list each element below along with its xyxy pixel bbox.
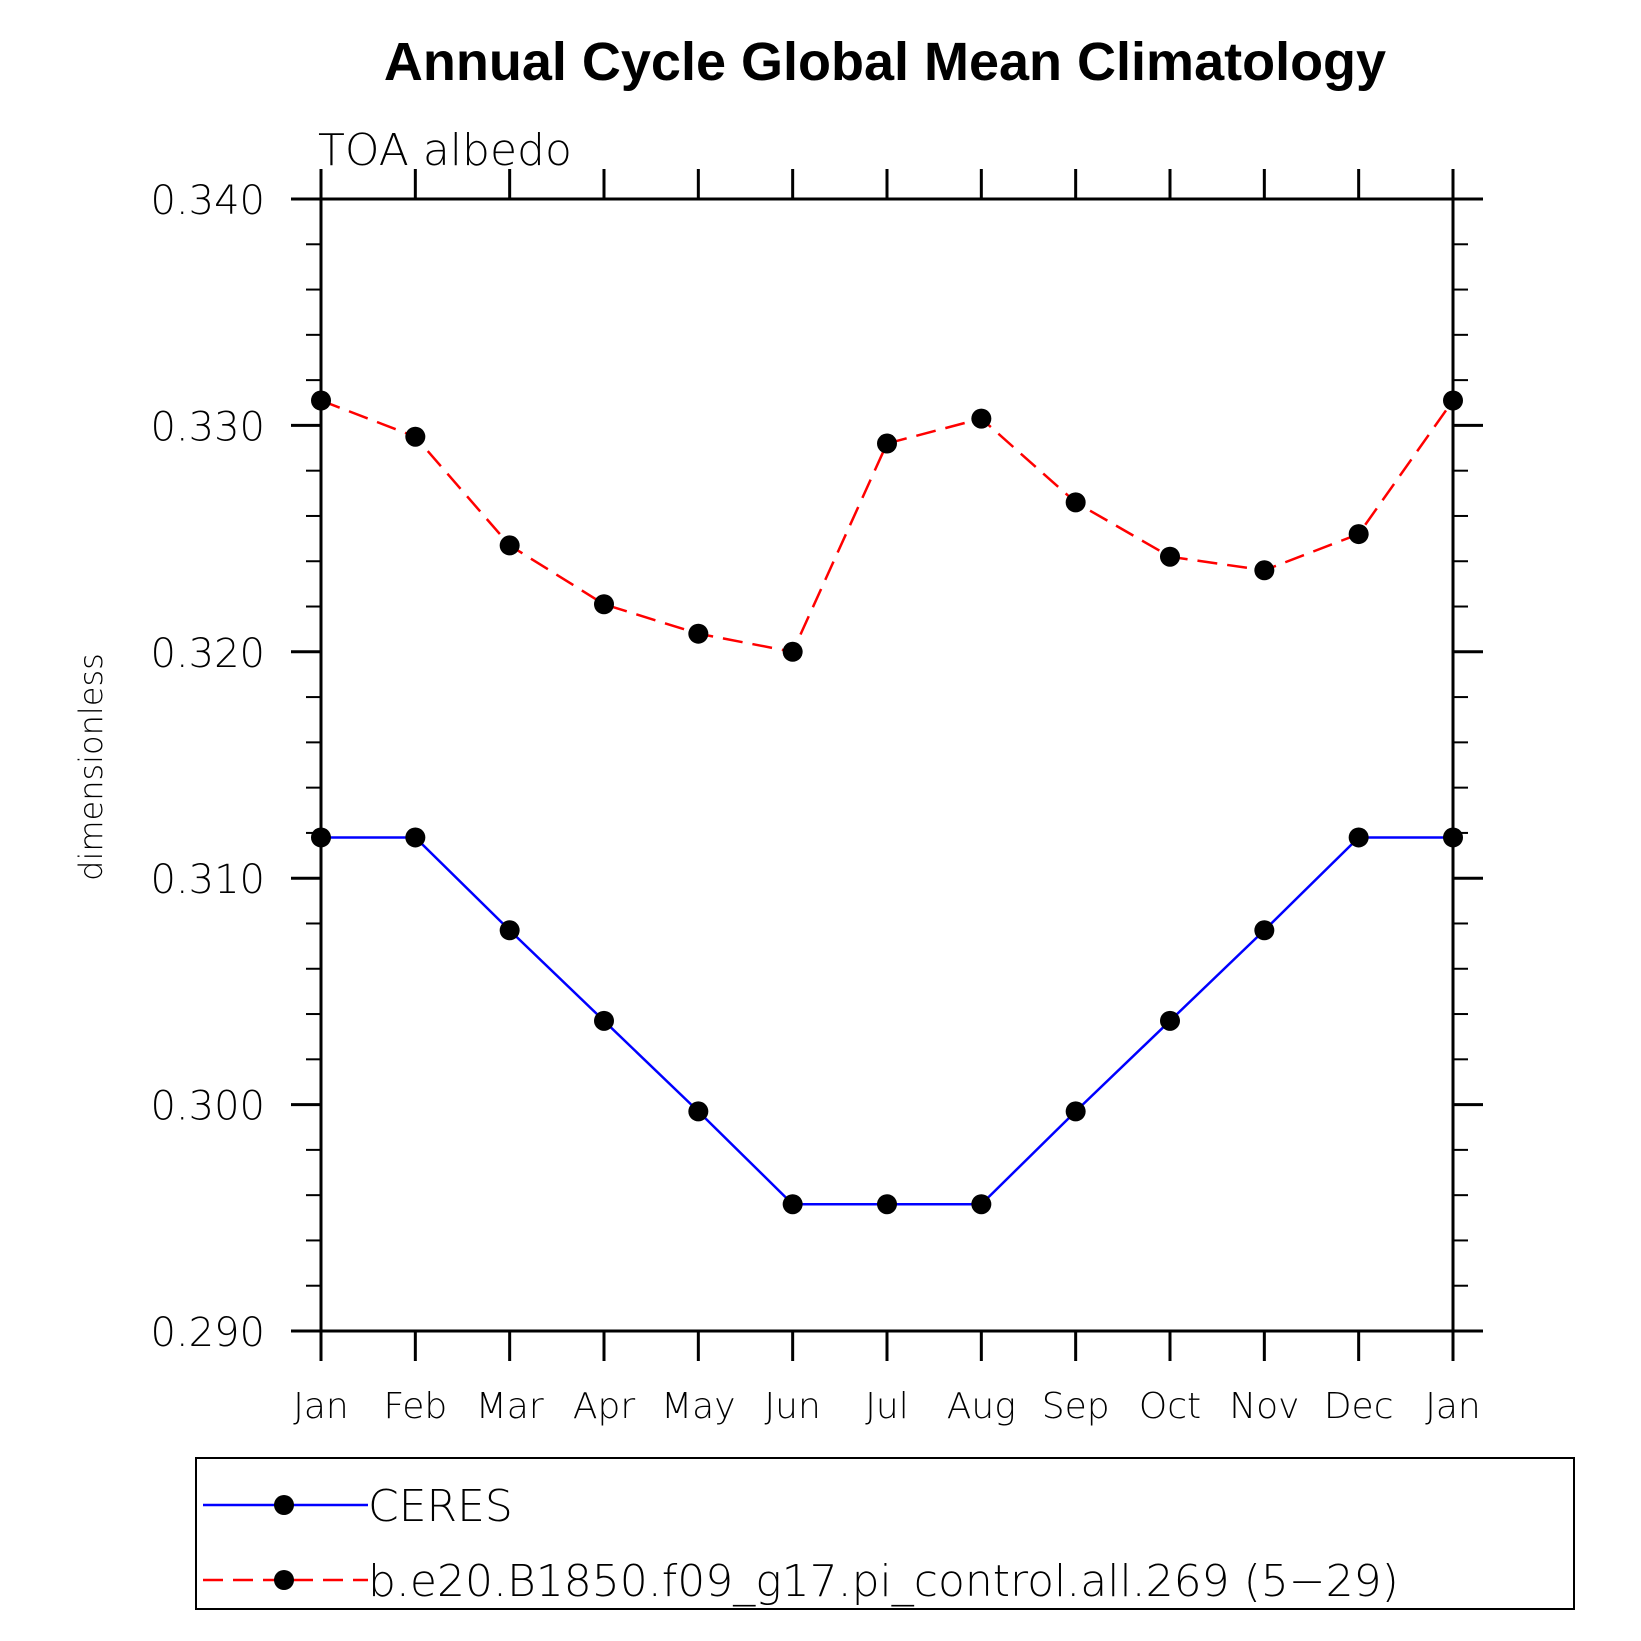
series-1-point <box>405 426 426 447</box>
plot-frame <box>319 197 1455 1333</box>
x-tick-label: Mar <box>476 1386 544 1427</box>
chart-subtitle: TOA albedo <box>318 125 572 176</box>
series-1-point <box>1160 546 1180 567</box>
chart-title: Annual Cycle Global Mean Climatology <box>384 32 1386 92</box>
legend: CERES b.e20.B1850.f09_g17.pi_control.all.… <box>195 1457 1575 1610</box>
series-0-point <box>1160 1010 1180 1031</box>
y-axis-label: dimensionless <box>72 653 110 881</box>
x-tick-label: Jul <box>865 1386 908 1427</box>
series-1-point <box>971 408 992 429</box>
series-0-point <box>499 920 520 941</box>
series-0-point <box>594 1010 614 1031</box>
y-tick-label: 0.310 <box>150 857 265 903</box>
y-tick-label: 0.300 <box>150 1084 265 1130</box>
series-0-point <box>877 1194 897 1215</box>
series-1-point <box>1065 492 1086 513</box>
x-tick-label: Jun <box>765 1386 821 1427</box>
y-tick-label: 0.320 <box>150 631 265 677</box>
x-tick-label: Jan <box>1425 1386 1481 1427</box>
series-1-point <box>311 390 331 411</box>
series-0-point <box>405 827 426 848</box>
x-tick-label: Dec <box>1324 1386 1394 1427</box>
series-0-point <box>688 1101 709 1122</box>
x-tick-label: Feb <box>383 1386 447 1427</box>
x-tick-label: Apr <box>573 1386 635 1427</box>
x-tick-label: Jan <box>293 1386 349 1427</box>
legend-marker-0 <box>274 1495 294 1515</box>
x-tick-label: Aug <box>947 1386 1016 1427</box>
series-1-point <box>782 641 803 662</box>
series-0-point <box>311 827 331 848</box>
y-tick-label: 0.340 <box>150 178 265 224</box>
series-0-point <box>1348 827 1369 848</box>
series-1-point <box>1443 390 1463 411</box>
series-0-point <box>1254 920 1275 941</box>
y-tick-label: 0.290 <box>150 1310 265 1356</box>
legend-label-0: CERES <box>368 1481 513 1532</box>
series-0-point <box>1443 827 1463 848</box>
legend-box <box>195 1457 1575 1610</box>
series-line-0 <box>321 836 1453 1206</box>
series-0-point <box>971 1194 992 1215</box>
series-1-point <box>499 535 520 556</box>
series-1-point <box>688 623 709 644</box>
legend-marker-1 <box>274 1570 294 1590</box>
legend-label-1: b.e20.B1850.f09_g17.pi_control.all.269 (… <box>368 1556 1399 1607</box>
series-0-point <box>782 1194 803 1215</box>
x-tick-label: Oct <box>1139 1386 1201 1427</box>
x-tick-label: May <box>661 1386 735 1427</box>
series-1-point <box>1254 560 1275 581</box>
series-0-point <box>1065 1101 1086 1122</box>
plot-area: 0.290 0.300 0.310 0.320 0.330 0.340 Jan Feb Mar A… <box>150 169 1483 1427</box>
x-tick-label: Nov <box>1229 1386 1299 1427</box>
series-1-point <box>1348 524 1369 545</box>
series-1-point <box>594 594 614 615</box>
y-tick-label: 0.330 <box>150 404 265 450</box>
series-1-point <box>877 433 897 454</box>
x-tick-label: Sep <box>1042 1386 1110 1427</box>
